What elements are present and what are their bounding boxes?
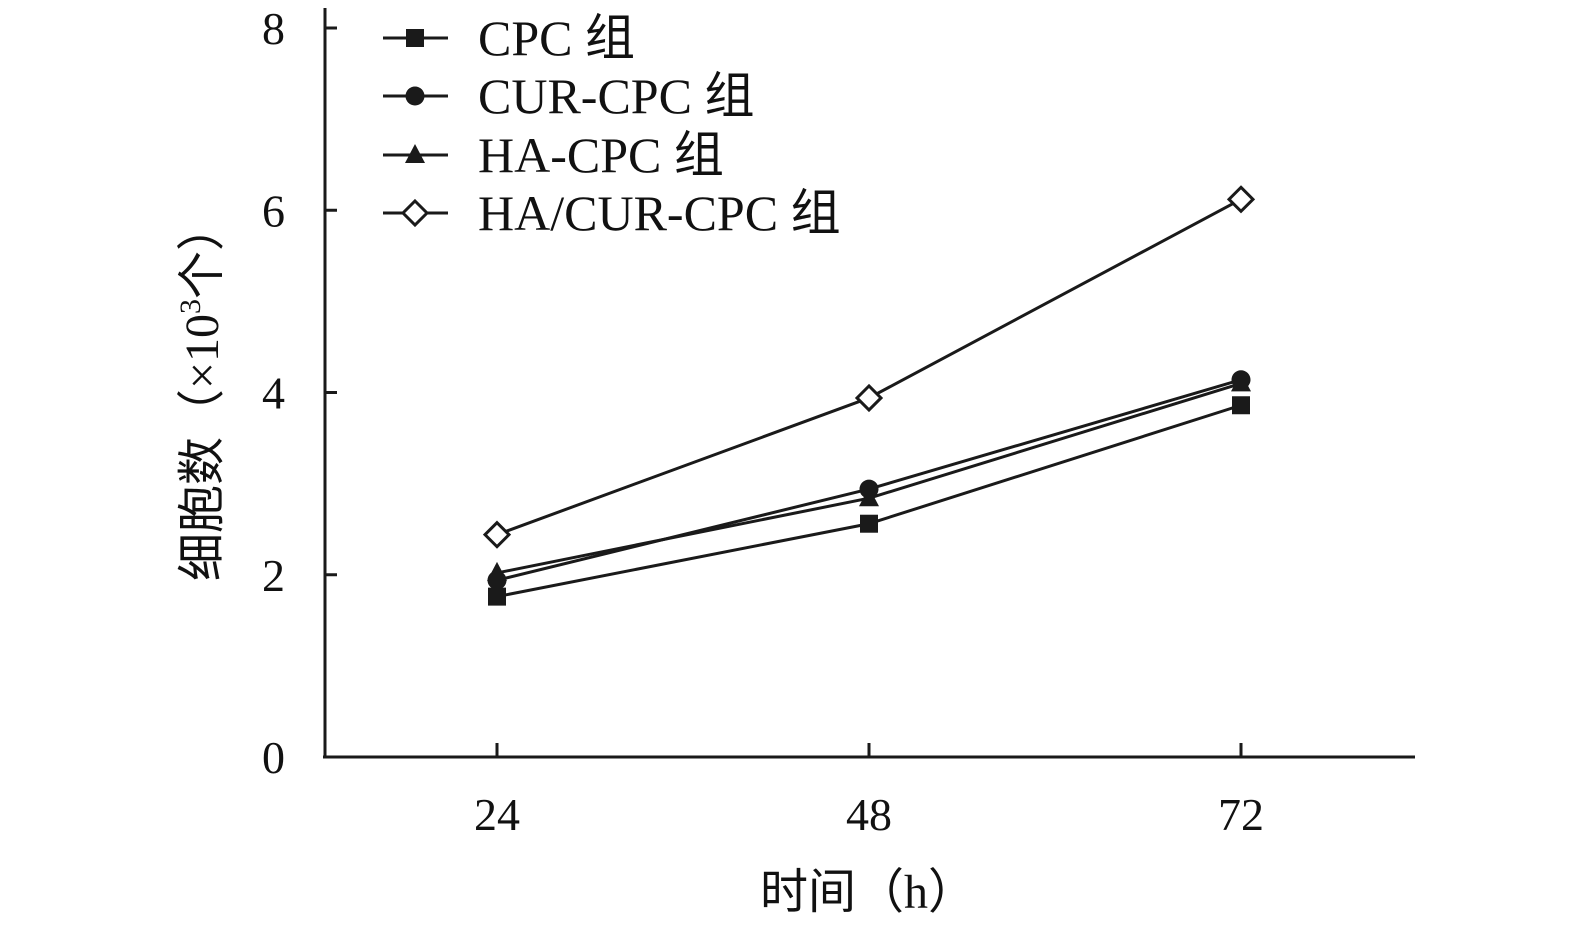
data-point-2-48 (859, 487, 879, 507)
legend-marker-0 (406, 29, 424, 47)
x-tick-label-72: 72 (1218, 789, 1264, 840)
y-tick-label-2: 2 (262, 550, 285, 601)
legend-marker-1 (405, 86, 425, 106)
data-point-3-48 (854, 383, 884, 413)
series-markers (482, 185, 1256, 606)
legend-label-2: HA-CPC 组 (478, 127, 724, 183)
data-point-3-72 (1226, 185, 1256, 214)
y-axis-label: 细胞数（×103个） (174, 203, 229, 581)
data-point-0-72 (1232, 396, 1250, 415)
data-point-0-24 (488, 587, 506, 606)
data-point-2-24 (487, 561, 507, 581)
x-tick-label-24: 24 (474, 789, 520, 840)
x-tick-label-48: 48 (846, 789, 892, 840)
legend-label-0: CPC 组 (478, 10, 635, 66)
legend-marker-2 (405, 144, 425, 163)
x-ticks: 24 48 72 (474, 743, 1264, 840)
y-tick-label-8: 8 (262, 3, 285, 54)
y-tick-label-4: 4 (262, 368, 285, 419)
y-tick-label-6: 6 (262, 185, 285, 236)
legend-label-3: HA/CUR-CPC 组 (478, 185, 841, 241)
y-ticks: 0 2 4 6 8 (262, 3, 337, 783)
data-point-0-48 (860, 514, 878, 533)
legend-marker-3 (400, 198, 430, 228)
y-axis-label-unit: 个） (176, 203, 229, 299)
data-point-2-72 (1231, 372, 1251, 392)
y-axis-label-main: 细胞数（×10 (176, 314, 229, 581)
data-point-3-24 (482, 520, 512, 549)
y-axis-label-superscript: 3 (174, 299, 207, 314)
legend-label-1: CUR-CPC 组 (478, 68, 754, 124)
x-axis-label: 时间（h） (760, 866, 976, 919)
y-tick-label-0: 0 (262, 732, 285, 783)
